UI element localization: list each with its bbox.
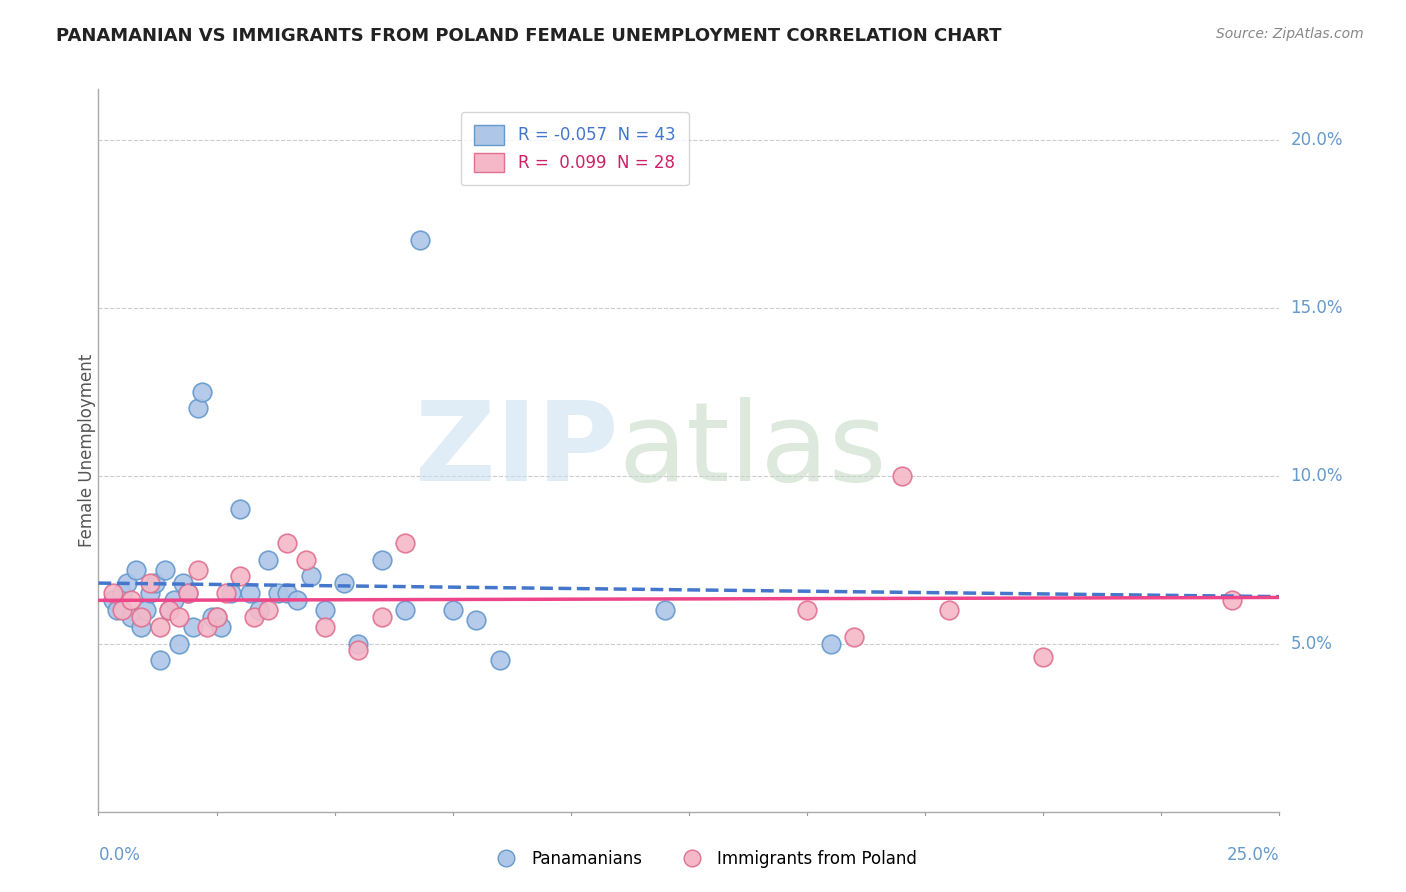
Point xyxy=(139,576,162,591)
Point xyxy=(105,603,128,617)
Point xyxy=(115,576,138,591)
Text: 20.0%: 20.0% xyxy=(1291,130,1343,149)
Point xyxy=(181,620,204,634)
Point xyxy=(489,653,512,667)
Point xyxy=(394,536,416,550)
Point xyxy=(285,593,308,607)
Point xyxy=(796,603,818,617)
Point xyxy=(135,603,157,617)
Point xyxy=(191,384,214,399)
Point xyxy=(299,569,322,583)
Text: PANAMANIAN VS IMMIGRANTS FROM POLAND FEMALE UNEMPLOYMENT CORRELATION CHART: PANAMANIAN VS IMMIGRANTS FROM POLAND FEM… xyxy=(56,27,1001,45)
Point xyxy=(195,620,218,634)
Point xyxy=(157,603,180,617)
Point xyxy=(209,620,232,634)
Point xyxy=(172,576,194,591)
Text: 10.0%: 10.0% xyxy=(1291,467,1343,484)
Point xyxy=(276,536,298,550)
Text: 5.0%: 5.0% xyxy=(1291,635,1333,653)
Point xyxy=(149,620,172,634)
Point xyxy=(295,552,318,566)
Point xyxy=(177,586,200,600)
Point xyxy=(654,603,676,617)
Point xyxy=(153,563,176,577)
Point xyxy=(844,630,866,644)
Point xyxy=(167,637,190,651)
Point xyxy=(143,576,166,591)
Point xyxy=(163,593,186,607)
Point xyxy=(187,401,209,416)
Point xyxy=(201,609,224,624)
Point xyxy=(125,563,148,577)
Point xyxy=(101,586,124,600)
Point xyxy=(347,643,370,657)
Point xyxy=(441,603,464,617)
Point xyxy=(177,586,200,600)
Point xyxy=(371,552,394,566)
Point xyxy=(121,593,143,607)
Point xyxy=(408,234,430,248)
Point xyxy=(465,613,488,627)
Point xyxy=(257,552,280,566)
Point xyxy=(101,593,124,607)
Point xyxy=(205,609,228,624)
Point xyxy=(229,502,252,516)
Point xyxy=(347,637,370,651)
Point xyxy=(938,603,960,617)
Point xyxy=(111,586,134,600)
Point xyxy=(187,563,209,577)
Point xyxy=(247,603,270,617)
Y-axis label: Female Unemployment: Female Unemployment xyxy=(79,354,96,547)
Point xyxy=(394,603,416,617)
Point xyxy=(820,637,842,651)
Point xyxy=(111,603,134,617)
Legend: Panamanians, Immigrants from Poland: Panamanians, Immigrants from Poland xyxy=(482,844,924,875)
Point xyxy=(371,609,394,624)
Point xyxy=(257,603,280,617)
Point xyxy=(267,586,290,600)
Text: 0.0%: 0.0% xyxy=(98,847,141,864)
Text: Source: ZipAtlas.com: Source: ZipAtlas.com xyxy=(1216,27,1364,41)
Text: 15.0%: 15.0% xyxy=(1291,299,1343,317)
Point xyxy=(229,569,252,583)
Point xyxy=(157,603,180,617)
Point xyxy=(129,620,152,634)
Point xyxy=(1220,593,1243,607)
Legend: R = -0.057  N = 43, R =  0.099  N = 28: R = -0.057 N = 43, R = 0.099 N = 28 xyxy=(461,112,689,186)
Point xyxy=(215,586,238,600)
Point xyxy=(314,603,336,617)
Point xyxy=(167,609,190,624)
Point xyxy=(205,609,228,624)
Point xyxy=(890,468,912,483)
Point xyxy=(121,609,143,624)
Point xyxy=(243,609,266,624)
Point xyxy=(1032,650,1054,665)
Text: 25.0%: 25.0% xyxy=(1227,847,1279,864)
Point xyxy=(333,576,356,591)
Text: atlas: atlas xyxy=(619,397,887,504)
Point xyxy=(129,609,152,624)
Point xyxy=(239,586,262,600)
Text: ZIP: ZIP xyxy=(415,397,619,504)
Point xyxy=(219,586,242,600)
Point xyxy=(139,586,162,600)
Point xyxy=(276,586,298,600)
Point xyxy=(314,620,336,634)
Point xyxy=(149,653,172,667)
